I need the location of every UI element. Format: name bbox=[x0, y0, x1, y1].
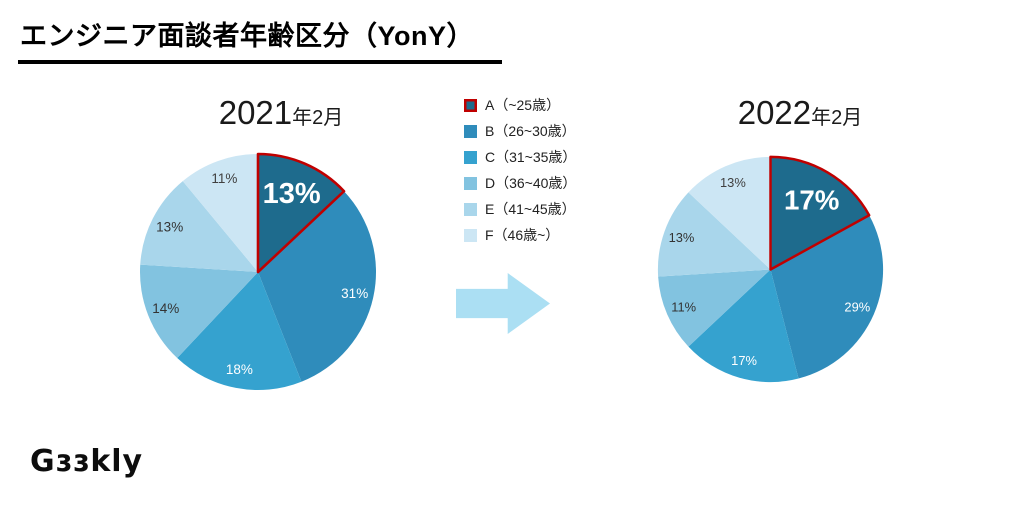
pie-slice-B bbox=[770, 215, 884, 379]
geekly-logo: Gɜɜkly bbox=[30, 444, 144, 479]
highlight-slice-outline bbox=[769, 155, 871, 271]
legend-swatch-b bbox=[464, 124, 477, 138]
legend-label-b: B（26~30歳） bbox=[485, 123, 576, 139]
pie-label-D: 14% bbox=[152, 301, 179, 316]
pie-slice-A bbox=[258, 154, 345, 272]
pie-label-C: 18% bbox=[226, 362, 253, 377]
chart-title-2021: 2021年2月 bbox=[151, 94, 411, 132]
pie-label-A: 13% bbox=[263, 178, 321, 210]
chart-year-2021: 2021 bbox=[218, 94, 293, 131]
legend-item-f: F（46歳~） bbox=[464, 222, 576, 248]
chart-suffix-2022: 年2月 bbox=[811, 107, 863, 129]
legend-item-e: E（41~45歳） bbox=[464, 196, 576, 222]
pie-label-F: 13% bbox=[720, 175, 746, 190]
legend-swatch-c bbox=[464, 150, 477, 164]
legend-label-e: E（41~45歳） bbox=[485, 201, 576, 217]
legend-item-a: A（~25歳） bbox=[464, 92, 576, 118]
pie-label-E: 13% bbox=[156, 220, 183, 235]
pie-slice-D bbox=[139, 264, 258, 359]
chart-suffix-2021: 年2月 bbox=[292, 107, 344, 129]
pie-label-A: 17% bbox=[784, 184, 839, 215]
pie-slice-F bbox=[688, 156, 771, 270]
pie-slice-B bbox=[258, 191, 377, 382]
legend: A（~25歳） B（26~30歳） C（31~35歳） D（36~40歳） E（… bbox=[464, 92, 576, 248]
legend-label-c: C（31~35歳） bbox=[485, 149, 577, 165]
legend-label-d: D（36~40歳） bbox=[485, 175, 577, 191]
pie-slice-F bbox=[182, 154, 258, 272]
right-arrow-icon bbox=[456, 273, 550, 334]
chart-title-2022: 2022年2月 bbox=[670, 94, 930, 132]
legend-item-d: D（36~40歳） bbox=[464, 170, 576, 196]
highlight-slice-outline bbox=[256, 152, 346, 274]
legend-label-f: F（46歳~） bbox=[485, 227, 560, 243]
page-title: エンジニア面談者年齢区分（YonY） bbox=[18, 14, 502, 64]
pie-label-E: 13% bbox=[669, 230, 695, 245]
legend-label-a: A（~25歳） bbox=[485, 97, 561, 113]
pie-label-B: 31% bbox=[341, 286, 368, 301]
legend-item-b: B（26~30歳） bbox=[464, 118, 576, 144]
legend-swatch-d bbox=[464, 176, 477, 190]
pie-chart-2022: 17% 29% 17% 11% 13% 13% bbox=[656, 155, 885, 384]
pie-label-C: 17% bbox=[731, 353, 757, 368]
pie-label-F: 11% bbox=[211, 171, 237, 186]
legend-swatch-f bbox=[464, 228, 477, 242]
pie-slice-E bbox=[140, 181, 258, 272]
pie-label-B: 29% bbox=[844, 300, 870, 315]
pie-slice-E bbox=[657, 192, 771, 277]
legend-swatch-e bbox=[464, 202, 477, 216]
chart-year-2022: 2022 bbox=[737, 94, 812, 131]
legend-swatch-a bbox=[464, 98, 477, 112]
pie-slice-D bbox=[658, 269, 771, 347]
legend-item-c: C（31~35歳） bbox=[464, 144, 576, 170]
pie-label-D: 11% bbox=[671, 300, 696, 315]
pie-chart-2021: 13% 31% 18% 14% 13% 11% bbox=[138, 152, 378, 392]
pie-slice-C bbox=[177, 272, 302, 390]
pie-slice-C bbox=[688, 269, 799, 383]
